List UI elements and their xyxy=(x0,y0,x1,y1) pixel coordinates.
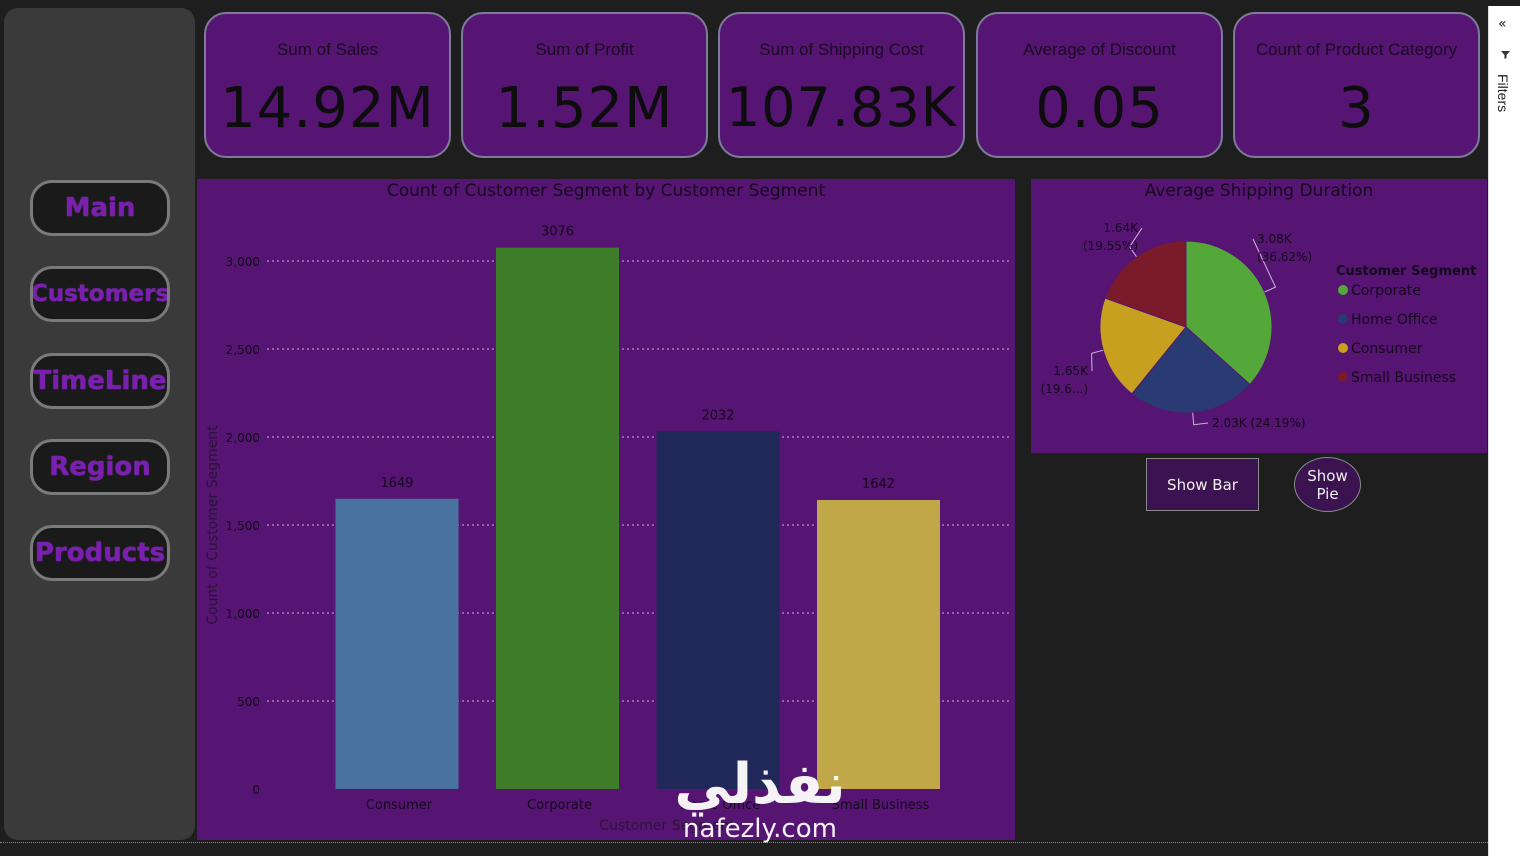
legend-swatch xyxy=(1338,343,1348,353)
kpi-label: Count of Product Category xyxy=(1255,40,1458,59)
bar-chart-title: Count of Customer Segment by Customer Se… xyxy=(386,181,826,201)
x-tick-label: Corporate xyxy=(527,798,592,813)
legend-swatch xyxy=(1338,285,1348,295)
collapse-chevron-icon[interactable]: « xyxy=(1498,16,1507,32)
watermark-logo: نفذلي nafezly.com xyxy=(660,755,860,855)
pie-data-label: 3.08K xyxy=(1257,232,1293,246)
navigation-sidebar: Main Customers TimeLine Region Products xyxy=(4,8,195,840)
pie-slice-small-business[interactable] xyxy=(1104,240,1187,328)
x-axis-label: Customer Segment xyxy=(599,818,735,834)
pie-data-pct-label: (36.62%) xyxy=(1257,250,1312,264)
show-pie-line-2: Pie xyxy=(1316,485,1339,503)
kpi-label: Sum of Profit xyxy=(535,40,634,59)
pie-chart-panel[interactable]: Average Shipping Duration 3.08K (36.62%) 2… xyxy=(1031,179,1487,453)
kpi-label: Sum of Sales xyxy=(276,40,379,59)
pie-leader-line xyxy=(1192,412,1209,426)
x-tick-label: Consumer xyxy=(366,798,433,813)
y-tick-label: 500 xyxy=(237,695,260,709)
x-tick-label: Home Office xyxy=(680,798,760,813)
y-tick-label: 1,500 xyxy=(226,519,260,533)
nav-region-button[interactable]: Region xyxy=(30,439,170,495)
kpi-value: 1.52M xyxy=(495,76,674,141)
canvas-divider xyxy=(0,842,1488,843)
pie-data-label: 1.65K xyxy=(1053,364,1089,378)
y-tick-label: 3,000 xyxy=(226,255,260,269)
nav-customers-button[interactable]: Customers xyxy=(30,266,170,322)
legend-title: Customer Segment xyxy=(1336,264,1476,279)
pie-data-label: 2.03K (24.19%) xyxy=(1212,416,1306,430)
pie-leader-line xyxy=(1128,227,1143,257)
y-axis-label: Count of Customer Segment xyxy=(205,425,221,625)
kpi-card-shipping-cost[interactable]: Sum of Shipping Cost 107.83K xyxy=(718,12,965,158)
legend-item[interactable]: Corporate xyxy=(1351,283,1421,299)
watermark-arabic: نفذلي xyxy=(674,752,846,817)
pie-chart-title: Average Shipping Duration xyxy=(1144,181,1374,201)
watermark-latin: nafezly.com xyxy=(683,814,837,844)
pie-slice-corporate[interactable] xyxy=(1185,240,1273,386)
kpi-card-discount[interactable]: Average of Discount 0.05 xyxy=(976,12,1223,158)
bar-data-label: 1642 xyxy=(862,477,895,492)
bar-data-label: 2032 xyxy=(701,408,734,423)
kpi-value: 107.83K xyxy=(725,76,958,139)
bar-data-label: 3076 xyxy=(541,225,574,240)
y-tick-label: 0 xyxy=(252,783,260,797)
pie-data-label: 1.64K xyxy=(1103,221,1139,235)
kpi-value: 14.92M xyxy=(220,76,435,141)
pie-leader-line xyxy=(1091,349,1104,372)
bar-data-label: 1649 xyxy=(380,476,413,491)
legend-item[interactable]: Consumer xyxy=(1351,341,1423,357)
filters-label[interactable]: Filters xyxy=(1495,74,1511,113)
nav-main-button[interactable]: Main xyxy=(30,180,170,236)
y-tick-label: 2,500 xyxy=(226,343,260,357)
bar-chart: 0 500 1,000 1,500 2,000 2,500 3,000 Count of Cu… xyxy=(205,225,1009,834)
y-tick-label: 1,000 xyxy=(226,607,260,621)
kpi-value: 3 xyxy=(1338,76,1375,141)
pie-chart: 3.08K (36.62%) 2.03K (24.19%) 1.65K (19.6...… xyxy=(1040,221,1476,430)
pie-data-pct-label: (19.55%) xyxy=(1083,239,1138,253)
show-pie-line-1: Show xyxy=(1307,467,1348,485)
bar-chart-panel[interactable]: Count of Customer Segment by Customer Se… xyxy=(197,179,1015,840)
x-tick-label: Small Business xyxy=(832,798,930,813)
legend-swatch xyxy=(1338,372,1348,382)
legend-item[interactable]: Home Office xyxy=(1351,312,1438,328)
bar-small-business[interactable] xyxy=(817,500,940,789)
kpi-card-product-category[interactable]: Count of Product Category 3 xyxy=(1233,12,1480,158)
show-bar-button[interactable]: Show Bar xyxy=(1146,458,1259,511)
kpi-card-sales[interactable]: Sum of Sales 14.92M xyxy=(204,12,451,158)
show-pie-button[interactable]: Show Pie xyxy=(1294,457,1361,512)
legend-item[interactable]: Small Business xyxy=(1351,370,1456,386)
kpi-label: Average of Discount xyxy=(1023,40,1176,59)
legend-swatch xyxy=(1338,314,1348,324)
pie-leader-line xyxy=(1252,238,1277,293)
bar-consumer[interactable] xyxy=(335,498,459,789)
nav-products-button[interactable]: Products xyxy=(30,525,170,581)
kpi-value: 0.05 xyxy=(1035,76,1164,141)
filters-pane-collapsed[interactable]: « Filters xyxy=(1488,6,1520,856)
kpi-card-profit[interactable]: Sum of Profit 1.52M xyxy=(461,12,708,158)
pie-slice-home-office[interactable] xyxy=(1131,326,1251,414)
kpi-label: Sum of Shipping Cost xyxy=(759,40,924,59)
nav-timeline-button[interactable]: TimeLine xyxy=(30,353,170,409)
funnel-icon xyxy=(1501,50,1510,62)
y-tick-label: 2,000 xyxy=(226,431,260,445)
report-canvas: Main Customers TimeLine Region Products … xyxy=(0,8,1488,855)
bar-home-office[interactable] xyxy=(656,431,780,789)
bar-corporate[interactable] xyxy=(496,247,619,789)
pie-data-pct-label: (19.6...) xyxy=(1040,382,1088,396)
